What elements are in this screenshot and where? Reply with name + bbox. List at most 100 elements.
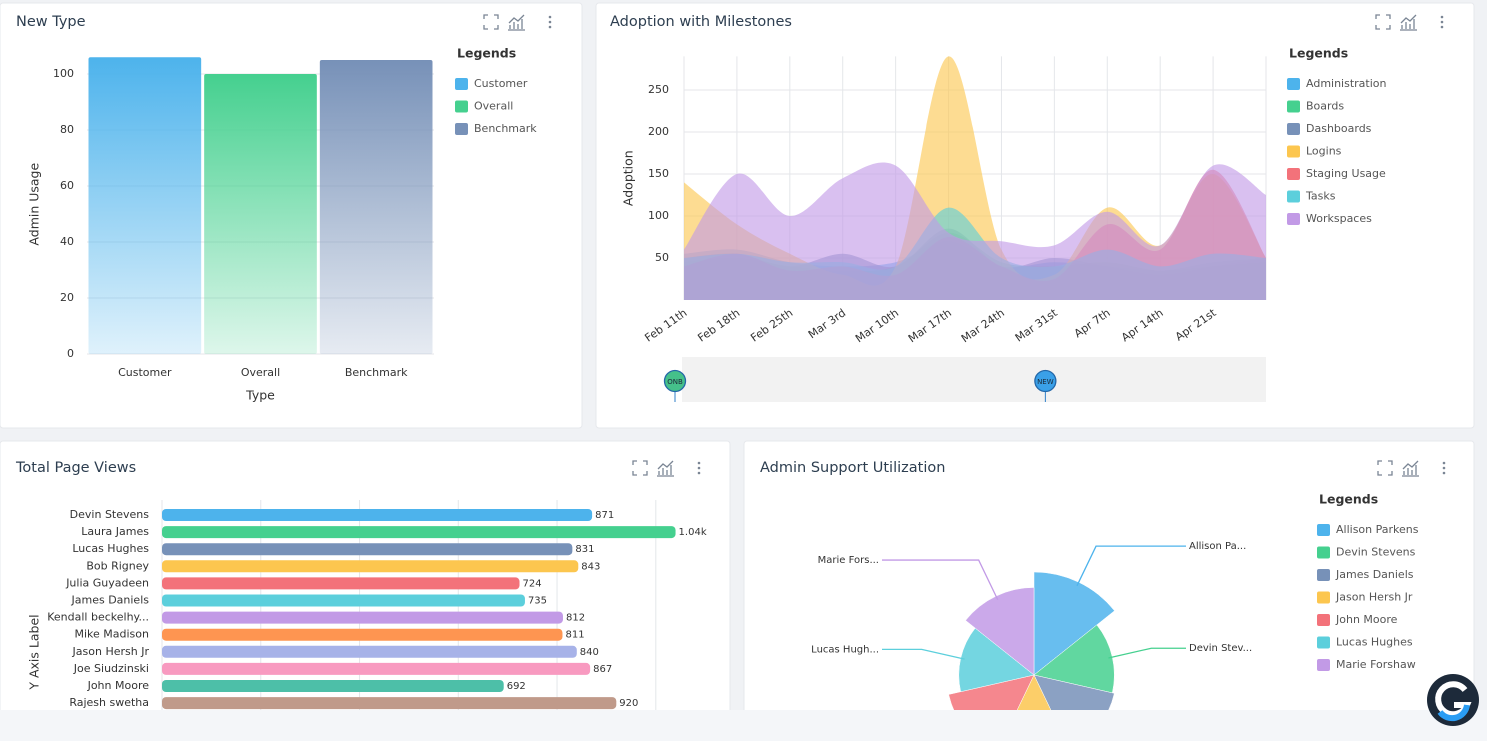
legend-swatch — [1287, 168, 1300, 180]
value-label: 735 — [528, 596, 547, 607]
y-tick-label: Kendall beckelhy... — [47, 611, 149, 624]
legend-label: Customer — [474, 77, 528, 90]
legend-label: Administration — [1306, 77, 1387, 90]
legend-swatch — [1317, 569, 1330, 581]
value-label: 811 — [565, 630, 584, 641]
menu-dot — [697, 471, 701, 475]
legend-label: Staging Usage — [1306, 167, 1386, 180]
leader-line — [1076, 545, 1186, 587]
y-tick-label: 100 — [53, 67, 74, 80]
bar — [204, 74, 317, 354]
chart-icon[interactable] — [1400, 14, 1417, 31]
milestone-track — [682, 357, 1266, 402]
y-tick-label: 80 — [60, 123, 74, 136]
bar — [162, 611, 563, 624]
legend-label: Logins — [1306, 145, 1342, 158]
bar — [162, 662, 591, 675]
milestone[interactable] — [1034, 369, 1057, 393]
y-axis-label: Adoption — [621, 150, 636, 206]
bar — [162, 680, 504, 692]
y-tick-label: 50 — [655, 251, 669, 264]
expand-icon — [632, 460, 648, 476]
y-tick-label: 40 — [60, 235, 74, 248]
expand-icon — [1375, 14, 1391, 30]
y-tick-label: John Moore — [87, 679, 150, 692]
legend-swatch — [455, 100, 468, 113]
y-tick-label: 60 — [60, 179, 74, 192]
legend-swatch — [1287, 145, 1300, 158]
y-tick-label: 200 — [648, 125, 669, 138]
y-tick-label: 250 — [648, 83, 669, 96]
x-axis-label: Type — [245, 388, 275, 403]
menu-dot — [697, 466, 701, 470]
value-label: 831 — [575, 544, 594, 555]
legend-label: Overall — [474, 100, 513, 113]
bar — [162, 543, 573, 556]
y-tick-label: Bob Rigney — [86, 559, 149, 572]
menu-dot — [548, 20, 552, 24]
bar — [88, 57, 202, 354]
expand-icon — [1377, 460, 1393, 476]
legend-label: James Daniels — [1335, 568, 1414, 581]
chart-icon[interactable] — [1402, 460, 1419, 477]
overlay — [0, 674, 1487, 741]
slice-label: Allison Pa... — [1189, 541, 1246, 552]
slice-label: Devin Stev... — [1189, 643, 1252, 654]
menu-dot — [1442, 471, 1446, 475]
legend-label: Benchmark — [474, 122, 537, 135]
menu-dot — [1440, 20, 1444, 24]
menu-dot — [548, 25, 552, 29]
menu-dot — [1442, 466, 1446, 470]
value-label: 843 — [581, 561, 600, 572]
legend-swatch — [455, 78, 468, 90]
value-label: 1.04k — [679, 527, 707, 538]
y-tick-label: 20 — [60, 291, 74, 304]
legend-swatch — [1287, 213, 1300, 225]
logo-glyph — [1437, 704, 1470, 722]
y-tick-label: Rajesh swetha — [69, 696, 149, 709]
x-tick-label: Benchmark — [345, 366, 408, 379]
y-tick-label: Joe Siudzinski — [73, 662, 149, 675]
x-tick-label: Customer — [118, 366, 172, 379]
y-tick-label: Devin Stevens — [70, 508, 150, 521]
value-label: 920 — [619, 698, 638, 709]
legend-swatch — [455, 123, 468, 135]
legend-swatch — [1287, 100, 1300, 113]
y-tick-label: Julia Guyadeen — [65, 576, 149, 589]
panel-title: New Type — [16, 14, 86, 30]
leader-line — [1108, 647, 1186, 659]
menu-dot — [548, 15, 552, 19]
legend-swatch — [1317, 524, 1330, 536]
value-label: 840 — [580, 647, 599, 658]
legend-swatch — [1317, 591, 1330, 604]
legend-label: Workspaces — [1306, 212, 1372, 225]
menu-dot — [1442, 461, 1446, 465]
chart-icon[interactable] — [508, 14, 525, 31]
legend-label: Boards — [1306, 100, 1344, 113]
y-tick-label: James Daniels — [71, 594, 150, 607]
legend-swatch — [1317, 636, 1330, 649]
legend-swatch — [1317, 546, 1330, 559]
legend-label: Tasks — [1305, 190, 1336, 203]
y-tick-label: Laura James — [81, 525, 149, 538]
footer-strip — [0, 710, 1487, 741]
y-tick-label: 150 — [648, 167, 669, 180]
bar — [162, 697, 617, 710]
milestone[interactable] — [663, 369, 687, 393]
legend-label: Jason Hersh Jr — [1335, 591, 1413, 604]
chart-icon[interactable] — [657, 460, 674, 477]
legend-label: Allison Parkens — [1336, 523, 1419, 536]
bar — [162, 526, 676, 539]
legend-title: Legends — [1289, 46, 1348, 61]
bar — [162, 645, 577, 658]
legend-swatch — [1287, 123, 1300, 135]
legend-label: Devin Stevens — [1336, 546, 1416, 559]
legend-swatch — [1317, 614, 1330, 626]
milestone-label: NEW — [1037, 378, 1054, 386]
y-tick-label: Lucas Hughes — [72, 542, 149, 555]
value-label: 871 — [595, 510, 614, 521]
panel-title: Adoption with Milestones — [610, 14, 792, 30]
leader-line — [882, 648, 965, 660]
milestone-label: ONB — [667, 378, 683, 386]
